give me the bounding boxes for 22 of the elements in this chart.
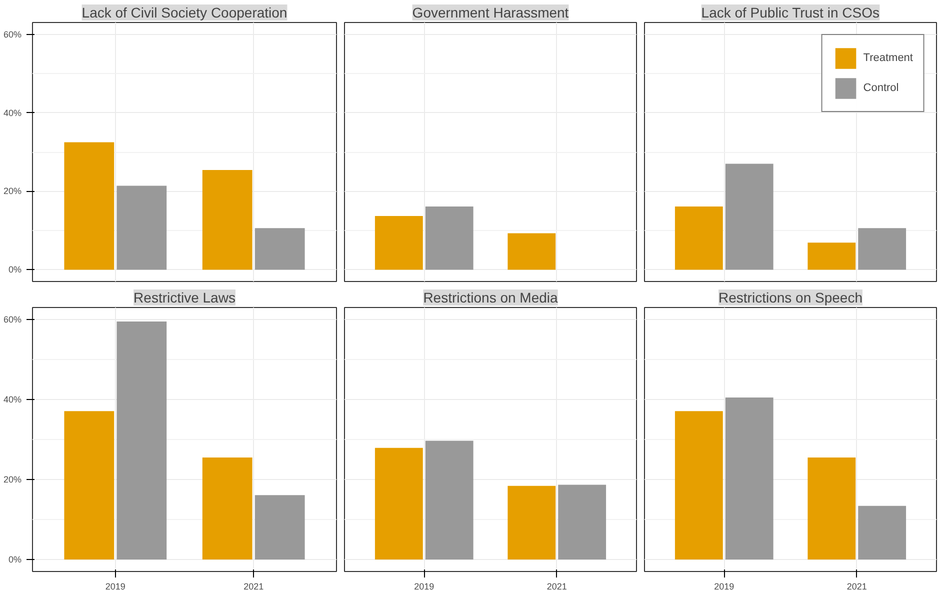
x-tick-label: 2021 xyxy=(244,582,264,590)
chart-title: Government Harassment xyxy=(412,4,569,20)
chart-title: Lack of Public Trust in CSOs xyxy=(701,4,880,20)
y-tick-label: 20% xyxy=(3,474,22,484)
legend-label: Control xyxy=(863,82,899,94)
y-tick-label: 0% xyxy=(8,264,22,275)
chart-title: Restrictive Laws xyxy=(134,290,236,306)
y-tick-label: 40% xyxy=(3,108,22,118)
x-tick-label: 2019 xyxy=(105,582,126,590)
x-tick-label: 2019 xyxy=(714,582,734,590)
y-tick-label: 60% xyxy=(3,29,22,40)
chart-title: Lack of Civil Society Cooperation xyxy=(82,4,288,20)
chart-title: Restrictions on Media xyxy=(423,290,558,306)
chart-title: Restrictions on Speech xyxy=(718,290,862,306)
legend-label: Treatment xyxy=(863,52,913,64)
x-tick-label: 2021 xyxy=(546,582,567,590)
y-tick-label: 0% xyxy=(8,554,22,564)
x-tick-label: 2019 xyxy=(414,582,434,590)
x-tick-label: 2021 xyxy=(846,582,867,590)
y-tick-label: 60% xyxy=(3,314,22,324)
y-tick-label: 20% xyxy=(3,186,22,196)
y-tick-label: 40% xyxy=(3,394,22,404)
